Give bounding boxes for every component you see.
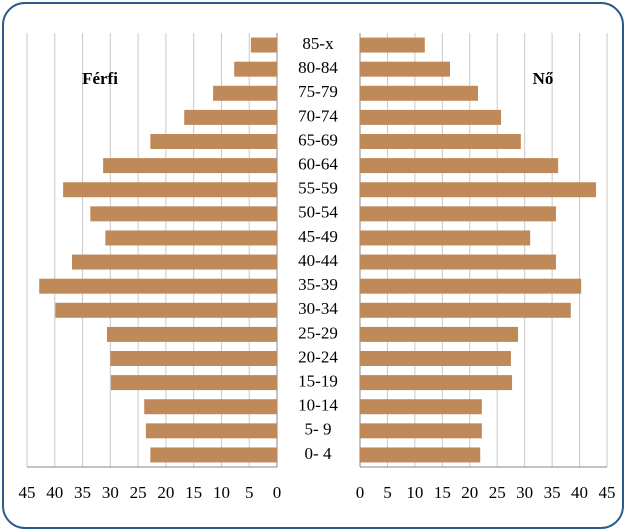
bar bbox=[110, 375, 277, 391]
bar bbox=[105, 230, 277, 246]
category-label: 65-69 bbox=[298, 130, 338, 149]
x-tick-label: 0 bbox=[356, 483, 365, 502]
bar bbox=[184, 109, 277, 125]
series-label: Férfi bbox=[82, 69, 118, 88]
bar bbox=[213, 85, 277, 101]
x-tick-label: 5 bbox=[245, 483, 254, 502]
x-tick-label: 15 bbox=[434, 483, 451, 502]
bar bbox=[360, 85, 479, 101]
category-label: 80-84 bbox=[298, 58, 338, 77]
x-tick-label: 30 bbox=[516, 483, 533, 502]
bar bbox=[360, 134, 521, 149]
x-tick-label: 10 bbox=[406, 483, 423, 502]
bar bbox=[360, 423, 482, 439]
bar bbox=[360, 326, 519, 342]
x-tick-label: 25 bbox=[130, 483, 147, 502]
x-tick-label: 25 bbox=[489, 483, 506, 502]
bar bbox=[360, 254, 556, 270]
bar bbox=[110, 351, 277, 366]
category-label: 60-64 bbox=[298, 155, 338, 174]
x-tick-label: 10 bbox=[213, 483, 230, 502]
x-tick-label: 0 bbox=[273, 483, 282, 502]
category-label: 15-19 bbox=[298, 372, 338, 391]
category-label: 10-14 bbox=[298, 396, 338, 415]
bar bbox=[360, 206, 556, 222]
category-label: 5- 9 bbox=[305, 420, 332, 439]
bar bbox=[360, 61, 451, 77]
category-label: 70-74 bbox=[298, 106, 338, 125]
x-tick-label: 5 bbox=[383, 483, 392, 502]
x-tick-label: 35 bbox=[544, 483, 561, 502]
category-label: 75-79 bbox=[298, 82, 338, 101]
bar bbox=[55, 302, 278, 318]
bar bbox=[103, 158, 277, 174]
bar bbox=[360, 302, 571, 318]
bar bbox=[360, 182, 597, 198]
bar bbox=[250, 37, 277, 53]
category-label: 50-54 bbox=[298, 203, 338, 222]
bar bbox=[63, 182, 277, 198]
bar bbox=[360, 109, 502, 125]
category-label: 55-59 bbox=[298, 179, 338, 198]
bar bbox=[360, 447, 481, 463]
x-tick-label: 20 bbox=[157, 483, 174, 502]
category-label: 40-44 bbox=[298, 251, 338, 270]
bar bbox=[360, 351, 511, 366]
bar bbox=[234, 61, 277, 77]
category-label: 25-29 bbox=[298, 323, 338, 342]
category-label: 0- 4 bbox=[305, 444, 332, 463]
category-label: 85-x bbox=[302, 34, 334, 53]
bar bbox=[150, 447, 277, 463]
bar bbox=[107, 326, 277, 342]
series-label: Nő bbox=[533, 69, 554, 88]
bar bbox=[360, 37, 425, 53]
x-tick-label: 40 bbox=[46, 483, 63, 502]
x-tick-label: 15 bbox=[185, 483, 202, 502]
bar bbox=[39, 278, 277, 294]
bar bbox=[360, 399, 482, 415]
bar bbox=[360, 375, 513, 391]
category-label: 45-49 bbox=[298, 227, 338, 246]
x-tick-label: 30 bbox=[102, 483, 119, 502]
x-tick-label: 40 bbox=[571, 483, 588, 502]
bar bbox=[72, 254, 277, 270]
bar bbox=[150, 134, 277, 149]
x-tick-label: 35 bbox=[74, 483, 91, 502]
bar bbox=[145, 423, 277, 439]
bar bbox=[360, 230, 531, 246]
bar bbox=[360, 278, 582, 294]
x-tick-label: 45 bbox=[19, 483, 36, 502]
bar bbox=[360, 158, 559, 174]
bar bbox=[144, 399, 277, 415]
bar bbox=[90, 206, 277, 222]
category-label: 30-34 bbox=[298, 299, 338, 318]
category-label: 20-24 bbox=[298, 347, 338, 366]
category-label: 35-39 bbox=[298, 275, 338, 294]
x-tick-label: 45 bbox=[599, 483, 616, 502]
x-tick-label: 20 bbox=[461, 483, 478, 502]
